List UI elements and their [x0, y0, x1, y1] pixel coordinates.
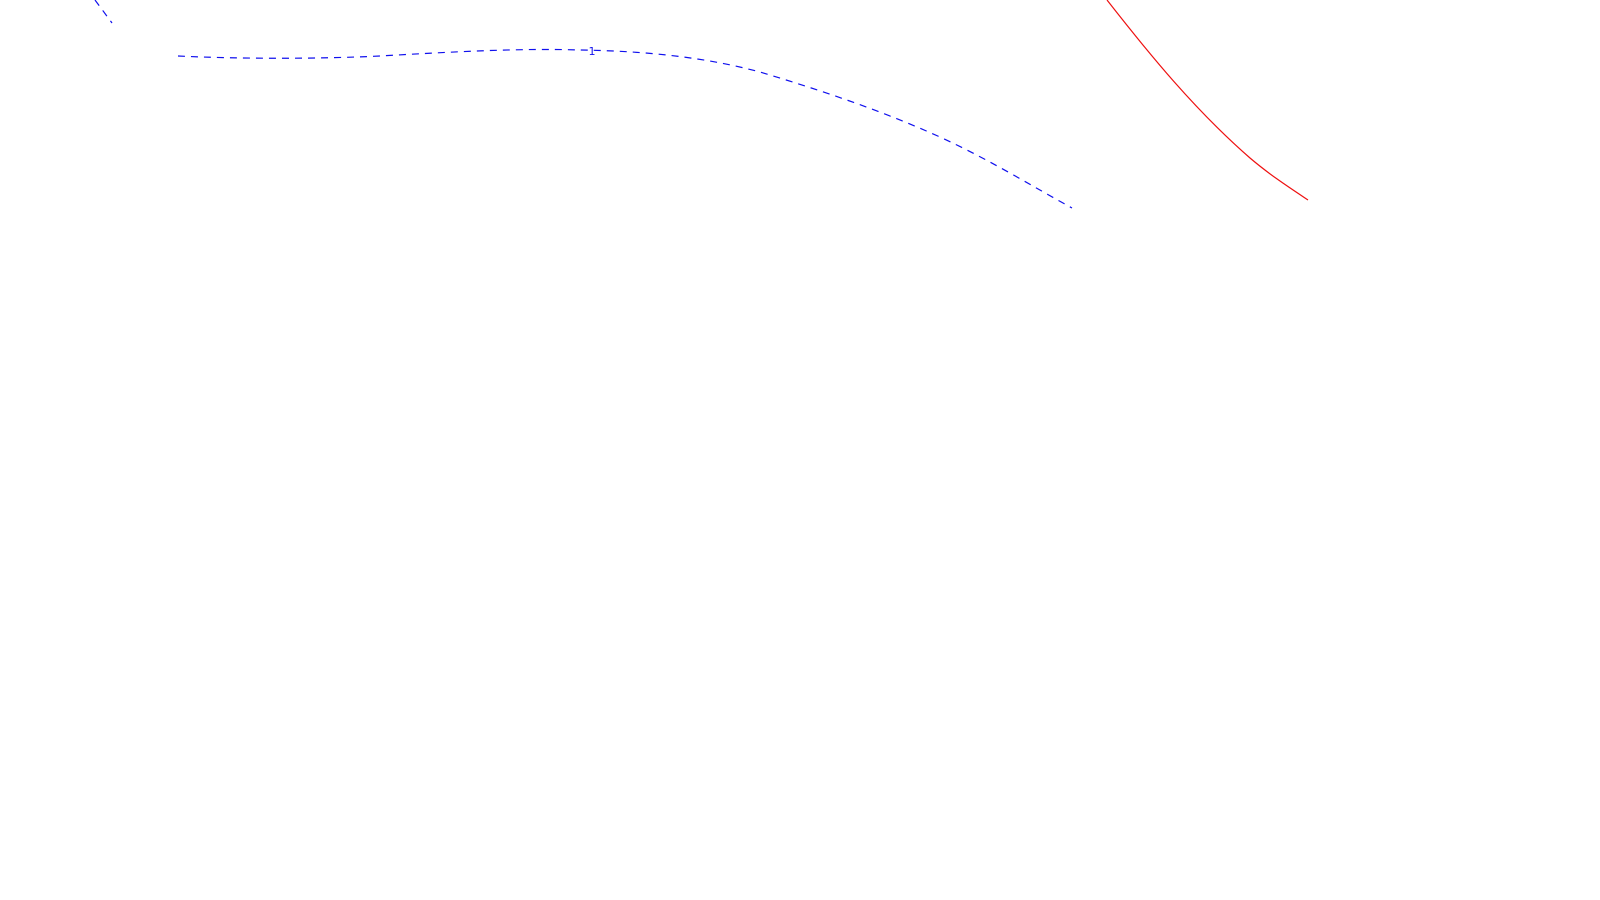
dashed-contour-main	[177, 48, 1073, 209]
contour-label: 1	[589, 45, 596, 58]
dashed-contour-top-left	[94, 0, 113, 24]
solid-contour-red	[1106, 0, 1309, 201]
